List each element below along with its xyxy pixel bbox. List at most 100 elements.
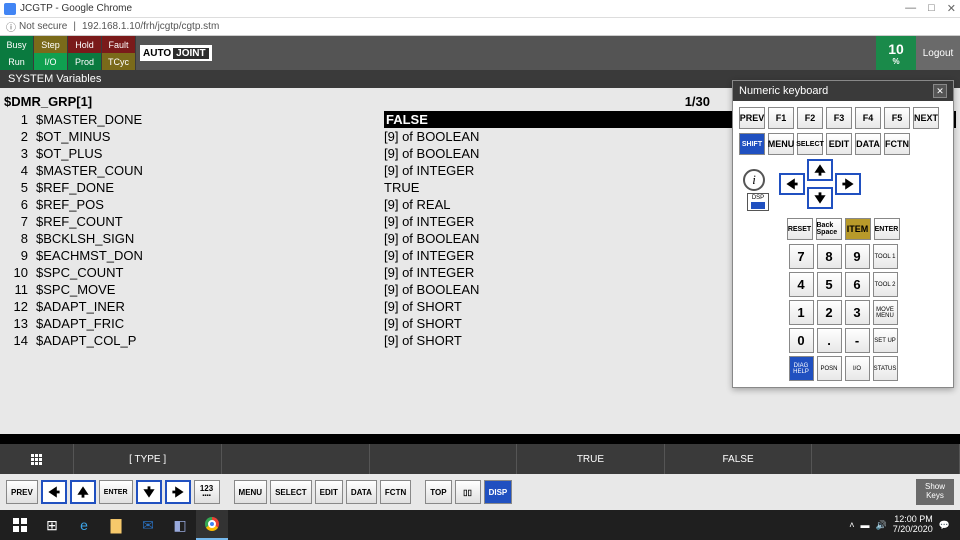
enter-button[interactable]: ENTER: [874, 218, 900, 240]
override-value: 10: [888, 41, 904, 57]
line-number: 2: [4, 128, 36, 145]
softkey-type[interactable]: [ TYPE ]: [74, 444, 222, 474]
dsp-small-button[interactable]: DSP: [747, 193, 769, 211]
logout-button[interactable]: Logout: [916, 36, 960, 70]
move-menu-button[interactable]: MOVE MENU: [873, 300, 898, 325]
arrow-right-button[interactable]: [835, 173, 861, 195]
5-button[interactable]: 5: [817, 272, 842, 297]
3-button[interactable]: 3: [845, 300, 870, 325]
4-button[interactable]: 4: [789, 272, 814, 297]
wide-toggle-button[interactable]: ▯▯: [455, 480, 481, 504]
set-up-button[interactable]: SET UP: [873, 328, 898, 353]
maximize-button[interactable]: □: [928, 2, 935, 15]
taskbar-chrome[interactable]: [196, 510, 228, 540]
softkey-false[interactable]: FALSE: [665, 444, 813, 474]
numpad-button[interactable]: 123▪▪▪▪: [194, 480, 220, 504]
info-icon[interactable]: i: [743, 169, 765, 191]
softkey-f2[interactable]: [222, 444, 370, 474]
edit-button[interactable]: EDIT: [315, 480, 343, 504]
--button[interactable]: -: [845, 328, 870, 353]
9-button[interactable]: 9: [845, 244, 870, 269]
back-space-button[interactable]: Back Space: [816, 218, 842, 240]
arrow-pad: i DSP: [739, 159, 947, 214]
fctn-button[interactable]: FCTN: [380, 480, 411, 504]
numeric-keyboard-panel: Numeric keyboard ✕ PREVF1F2F3F4F5NEXT SH…: [732, 80, 954, 388]
arrow-down-button-2[interactable]: [136, 480, 162, 504]
status-step: Step: [34, 36, 68, 53]
arrow-down-button[interactable]: [807, 187, 833, 209]
var-name: $ADAPT_INER: [36, 298, 384, 315]
f5-button[interactable]: F5: [884, 107, 910, 129]
arrow-up-button[interactable]: [807, 159, 833, 181]
data-button[interactable]: DATA: [855, 133, 881, 155]
softkey-f6[interactable]: [812, 444, 960, 474]
arrow-up-button-2[interactable]: [70, 480, 96, 504]
f1-button[interactable]: F1: [768, 107, 794, 129]
disp-button[interactable]: DISP: [484, 480, 513, 504]
f2-button[interactable]: F2: [797, 107, 823, 129]
diag-help-button[interactable]: DIAG HELP: [789, 356, 814, 381]
item-button[interactable]: ITEM: [845, 218, 871, 240]
fctn-button[interactable]: FCTN: [884, 133, 910, 155]
grid-icon: [31, 454, 42, 465]
tray-volume-icon[interactable]: 🔊: [876, 520, 887, 531]
show-keys-button[interactable]: Show Keys: [916, 479, 954, 505]
enter-button-2[interactable]: ENTER: [99, 480, 133, 504]
shift-button[interactable]: SHIFT: [739, 133, 765, 155]
reset-button[interactable]: RESET: [787, 218, 813, 240]
softkey-f3[interactable]: [370, 444, 518, 474]
status-run: Run: [0, 53, 34, 70]
tool-2-button[interactable]: TOOL 2: [873, 272, 898, 297]
7-button[interactable]: 7: [789, 244, 814, 269]
numkb-titlebar[interactable]: Numeric keyboard ✕: [733, 81, 953, 101]
i-o-button[interactable]: I/O: [845, 356, 870, 381]
arrow-left-button-2[interactable]: [41, 480, 67, 504]
apps-button[interactable]: [0, 444, 74, 474]
posn-button[interactable]: POSN: [817, 356, 842, 381]
url-text[interactable]: 192.168.1.10/frh/jcgtp/cgtp.stm: [82, 21, 219, 32]
close-button[interactable]: ✕: [947, 2, 956, 15]
status-io[interactable]: I/O: [34, 53, 68, 70]
softkey-true[interactable]: TRUE: [517, 444, 665, 474]
taskbar-clock[interactable]: 12:00 PM 7/20/2020: [893, 515, 933, 535]
prev-button[interactable]: PREV: [739, 107, 765, 129]
select-button[interactable]: SELECT: [797, 133, 823, 155]
arrow-left-button[interactable]: [779, 173, 805, 195]
minimize-button[interactable]: —: [905, 2, 916, 15]
top-button[interactable]: TOP: [425, 480, 451, 504]
numkb-close-button[interactable]: ✕: [933, 84, 947, 98]
menu-button[interactable]: MENU: [768, 133, 794, 155]
--button[interactable]: .: [817, 328, 842, 353]
var-name: $REF_DONE: [36, 179, 384, 196]
tray-chevron-icon[interactable]: ˄: [849, 520, 854, 530]
data-button[interactable]: DATA: [346, 480, 377, 504]
8-button[interactable]: 8: [817, 244, 842, 269]
softkey-bar: [ TYPE ] TRUE FALSE: [0, 444, 960, 474]
taskbar-outlook[interactable]: ✉: [132, 510, 164, 540]
f4-button[interactable]: F4: [855, 107, 881, 129]
taskbar-explorer[interactable]: ▇: [100, 510, 132, 540]
select-button[interactable]: SELECT: [270, 480, 312, 504]
next-button[interactable]: NEXT: [913, 107, 939, 129]
window-title: JCGTP - Google Chrome: [20, 3, 132, 14]
menu-button[interactable]: MENU: [234, 480, 268, 504]
taskbar-app[interactable]: ◧: [164, 510, 196, 540]
start-button[interactable]: [4, 510, 36, 540]
taskbar-edge[interactable]: e: [68, 510, 100, 540]
task-view-button[interactable]: ⊞: [36, 510, 68, 540]
favicon: [4, 3, 16, 15]
notification-icon[interactable]: 💬: [939, 520, 950, 531]
f3-button[interactable]: F3: [826, 107, 852, 129]
edit-button[interactable]: EDIT: [826, 133, 852, 155]
1-button[interactable]: 1: [789, 300, 814, 325]
prev-button[interactable]: PREV: [6, 480, 38, 504]
tool-1-button[interactable]: TOOL 1: [873, 244, 898, 269]
arrow-right-button-2[interactable]: [165, 480, 191, 504]
var-name: $MASTER_COUN: [36, 162, 384, 179]
0-button[interactable]: 0: [789, 328, 814, 353]
status-fault: Fault: [102, 36, 136, 53]
status-button[interactable]: STATUS: [873, 356, 898, 381]
tray-network-icon[interactable]: ▬: [861, 520, 870, 530]
6-button[interactable]: 6: [845, 272, 870, 297]
2-button[interactable]: 2: [817, 300, 842, 325]
